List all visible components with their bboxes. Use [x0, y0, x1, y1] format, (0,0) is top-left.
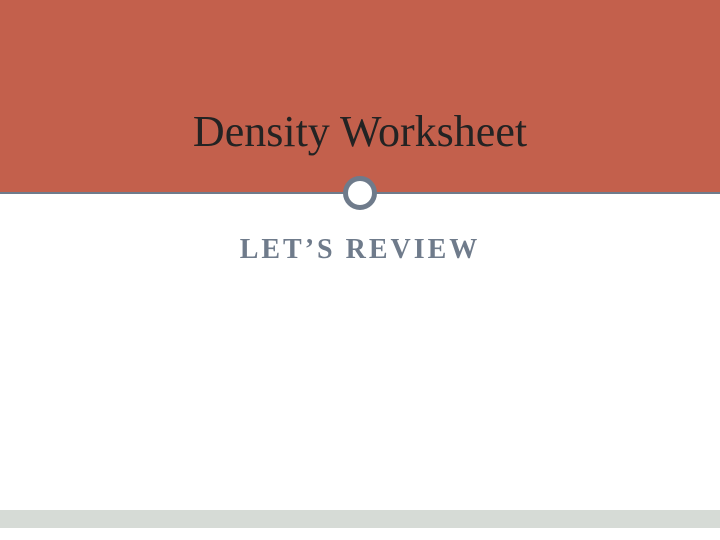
slide-title: Density Worksheet	[0, 106, 720, 157]
top-band	[0, 0, 720, 192]
bottom-band	[0, 510, 720, 528]
slide-subtitle: LET’S REVIEW	[0, 234, 720, 266]
circle-ornament-icon	[343, 176, 377, 210]
slide: Density Worksheet LET’S REVIEW	[0, 0, 720, 540]
